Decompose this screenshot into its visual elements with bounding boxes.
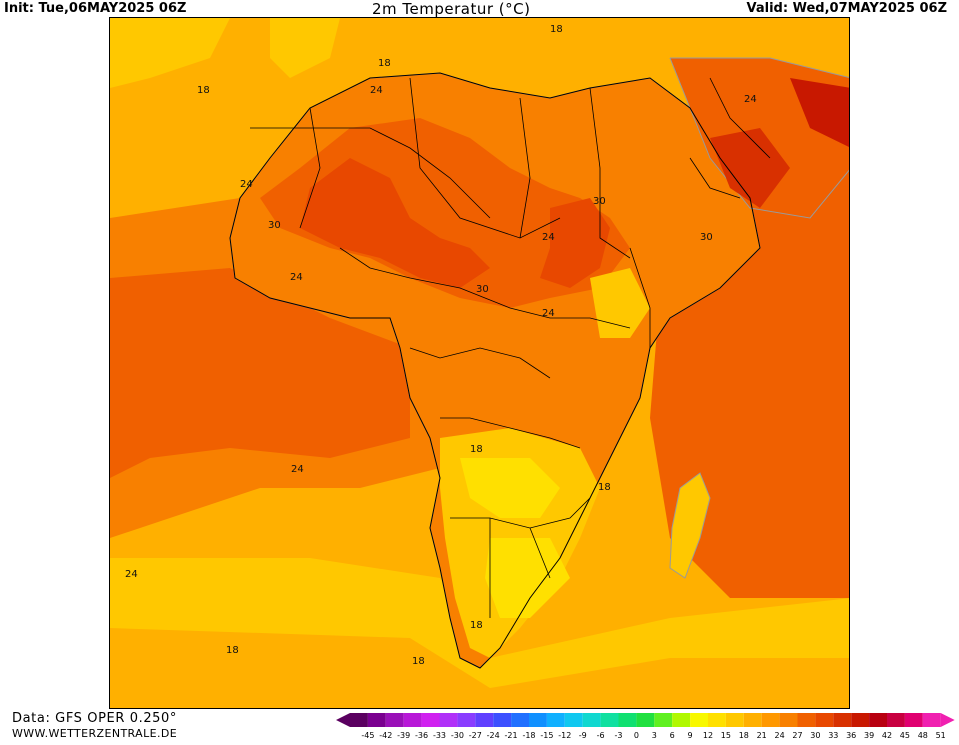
legend-tick-label: 42 [882,731,892,740]
valid-time-label: Valid: Wed,07MAY2025 06Z [746,1,947,16]
legend-tick-label: 12 [703,731,713,740]
contour-label: 18 [197,85,210,96]
legend-swatch [475,713,494,727]
contour-label: 18 [598,482,611,493]
legend-tick-label: -6 [597,731,605,740]
legend-swatch [922,713,941,727]
legend-swatch [511,713,529,727]
legend-tick-label: -42 [379,731,392,740]
legend-swatch [779,713,798,727]
legend-swatch [887,713,905,727]
contour-label: 18 [412,656,425,667]
legend-swatch [815,713,834,727]
legend-tick-label: 39 [864,731,874,740]
legend-tick-label: -18 [522,731,535,740]
legend-tick-label: 15 [721,731,731,740]
legend-swatch [421,713,440,727]
legend-swatch [367,713,386,727]
website-label: WWW.WETTERZENTRALE.DE [12,727,178,740]
legend-swatch [761,713,780,727]
contour-label: 18 [226,645,239,656]
contour-label: 18 [378,58,391,69]
legend-tick-label: -30 [451,731,464,740]
legend-tick-label: 6 [670,731,675,740]
legend-tick-label: 0 [634,731,639,740]
contour-label: 18 [470,444,483,455]
legend-tick-label: -39 [397,731,410,740]
map-canvas: 18 18 24 18 24 30 24 30 24 30 24 30 24 2… [110,18,849,708]
chart-title: 2m Temperatur (°C) [372,0,531,18]
contour-label: 24 [290,272,303,283]
contour-label: 24 [542,308,555,319]
legend-swatch [708,713,726,727]
legend-swatch [833,713,852,727]
legend-tick-label: 9 [688,731,693,740]
legend-swatch [546,713,565,727]
contour-label: 30 [476,284,489,295]
init-time-label: Init: Tue,06MAY2025 06Z [4,1,187,16]
legend-swatch [797,713,816,727]
legend-tick-label: -3 [615,731,623,740]
legend-tick-label: 45 [900,731,910,740]
color-scale-legend: -45 -42 -39 -36 -33 -30 -27 -24 -21 -18 -15 -12 -9 -6… [334,711,958,741]
legend-swatch [904,713,923,727]
legend-tick-label: -36 [415,731,428,740]
legend-tick-label: 3 [652,731,657,740]
legend-swatch [493,713,512,727]
legend-tick-label: -27 [469,731,482,740]
legend-swatch [385,713,404,727]
legend-swatch [439,713,458,727]
legend-arrow-left [336,713,350,727]
legend-tick-label: -15 [540,731,553,740]
legend-swatch [851,713,870,727]
legend-tick-label: 33 [828,731,838,740]
contour-label: 24 [125,569,138,580]
contour-label: 24 [370,85,383,96]
legend-tick-label: 27 [792,731,802,740]
legend-tick-label: -24 [487,731,500,740]
legend-swatch [636,713,655,727]
legend-swatch [529,713,547,727]
legend-swatch [350,713,368,727]
contour-label: 24 [240,179,253,190]
legend-swatch [457,713,476,727]
temperature-map[interactable]: 18 18 24 18 24 30 24 30 24 30 24 30 24 2… [109,17,850,709]
legend-tick-label: -45 [361,731,374,740]
legend-swatch [743,713,762,727]
legend-tick-label: 30 [810,731,820,740]
legend-tick-label: -33 [433,731,446,740]
legend-swatch [869,713,887,727]
legend-tick-label: 36 [846,731,856,740]
legend-swatch [725,713,744,727]
legend-tick-label: 51 [936,731,946,740]
legend-arrow-right [940,713,955,727]
legend-tick-label: 18 [739,731,749,740]
contour-label: 30 [268,220,281,231]
legend-tick-label: -12 [558,731,571,740]
contour-label: 24 [744,94,757,105]
legend-swatch [672,713,691,727]
legend-swatch [654,713,673,727]
legend-swatch [403,713,422,727]
legend-swatch [600,713,619,727]
legend-tick-label: 48 [918,731,928,740]
contour-label: 30 [593,196,606,207]
legend-tick-label: -9 [579,731,587,740]
legend-canvas: -45 -42 -39 -36 -33 -30 -27 -24 -21 -18 -15 -12 -9 -6… [336,713,955,740]
legend-swatch [618,713,637,727]
contour-label: 30 [700,232,713,243]
contour-label: 18 [470,620,483,631]
legend-swatch [690,713,708,727]
data-source-label: Data: GFS OPER 0.250° [12,711,178,726]
legend-tick-label: 21 [757,731,767,740]
legend-swatch [564,713,583,727]
legend-tick-label: 24 [775,731,785,740]
legend-swatch [582,713,601,727]
contour-label: 24 [542,232,555,243]
contour-label: 24 [291,464,304,475]
legend-tick-label: -21 [505,731,518,740]
contour-label: 18 [550,24,563,35]
